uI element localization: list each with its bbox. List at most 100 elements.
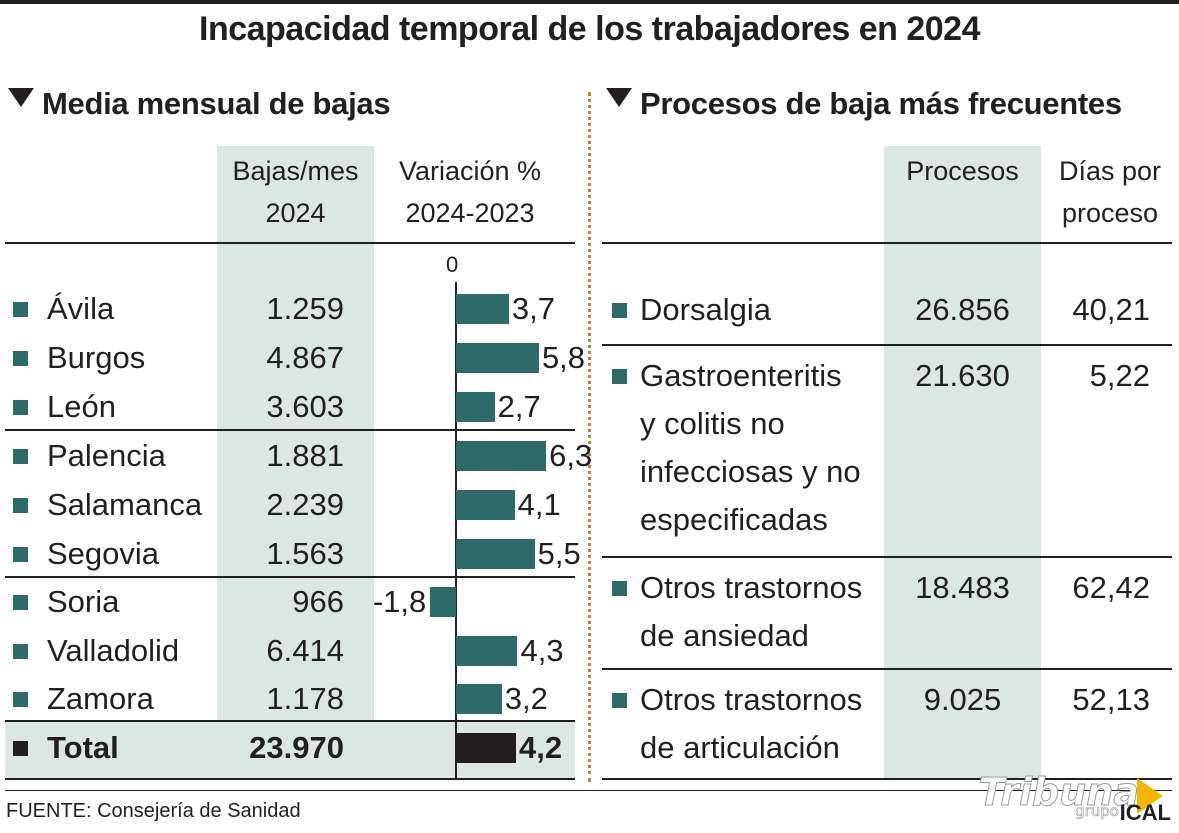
col-header-procesos-text: Procesos: [906, 156, 1019, 186]
left-bottom-rule: [5, 778, 575, 780]
right-rule-1: [602, 344, 1172, 346]
bajas-value: 23.970: [249, 730, 344, 765]
province-label: León: [47, 389, 116, 424]
dias-value: 40,21: [1072, 292, 1150, 327]
tribuna-logo-sub: grupo: [1075, 802, 1120, 821]
bajas-value: 6.414: [266, 633, 344, 668]
col-header-dias-line2: proceso: [1061, 198, 1159, 228]
right-header-rule: [602, 242, 1172, 244]
variation-value-label: 2,7: [497, 389, 541, 424]
table-row: Soria 966: [5, 579, 575, 625]
total-row: Total 23.970: [5, 725, 575, 771]
legend-square-icon: [13, 644, 28, 659]
legend-square-icon: [13, 595, 28, 610]
variation-bar: [456, 539, 535, 569]
variation-bar: [456, 441, 547, 471]
procesos-value: 9.025: [923, 682, 1002, 717]
process-label-line: Dorsalgia: [640, 292, 771, 327]
right-section-heading: Procesos de baja más frecuentes: [606, 86, 1122, 122]
variation-value-label: 3,2: [504, 681, 548, 716]
right-bottom-rule: [602, 778, 1172, 780]
axis-zero-label: 0: [446, 252, 459, 277]
table-row: Segovia 1.563: [5, 531, 575, 577]
legend-square-icon: [612, 303, 627, 318]
bajas-value: 3.603: [266, 389, 344, 424]
province-label: Ávila: [47, 291, 115, 326]
variation-value-label: 5,8: [541, 340, 586, 375]
bajas-value: 4.867: [266, 340, 344, 375]
table-row: Salamanca 2.239: [5, 482, 575, 528]
group-rule-3: [5, 720, 575, 722]
variation-bar: [456, 490, 515, 520]
process-label-line: infecciosas y no: [640, 454, 861, 489]
variation-bar: [430, 587, 456, 617]
tribuna-logo: Tribuna: [978, 770, 1139, 815]
right-rule-2: [602, 556, 1172, 558]
procesos-column-band: [884, 146, 1041, 778]
variation-value-label: 5,5: [537, 536, 581, 571]
col-header-variation-line2: 2024-2023: [405, 198, 535, 228]
total-variation-bar: [456, 733, 517, 763]
bajas-value: 1.178: [266, 681, 344, 716]
col-header-dias: Días por proceso: [1041, 150, 1179, 234]
variation-bar: [456, 343, 539, 373]
col-header-variation-line1: Variación %: [398, 156, 542, 186]
procesos-value: 26.856: [915, 292, 1010, 327]
variation-value-label: 6,3: [549, 438, 593, 473]
legend-square-icon: [13, 302, 28, 317]
province-label: Salamanca: [47, 487, 203, 522]
province-label: Valladolid: [47, 633, 180, 668]
province-label: Burgos: [47, 340, 146, 375]
process-label-line: Gastroenteritis: [640, 358, 842, 393]
right-heading-text: Procesos de baja más frecuentes: [640, 86, 1122, 121]
legend-square-icon: [13, 741, 28, 756]
legend-square-icon: [13, 498, 28, 513]
variation-bar: [456, 294, 509, 324]
legend-square-icon: [612, 693, 627, 708]
variation-bar: [456, 636, 518, 666]
legend-square-icon: [13, 547, 28, 562]
variation-value-label: 4,1: [517, 487, 561, 522]
bajas-value: 966: [292, 584, 344, 619]
variation-value-label: 3,7: [511, 291, 556, 326]
process-label-line: de articulación: [640, 730, 840, 765]
right-rule-3: [602, 668, 1172, 670]
process-label-line: Otros trastornos: [640, 682, 863, 717]
top-rule: [0, 0, 1179, 4]
table-row: Ávila 1.259: [5, 286, 575, 332]
table-row: Palencia 1.881: [5, 433, 575, 479]
procesos-value: 21.630: [915, 358, 1010, 393]
play-icon: [1137, 778, 1163, 814]
process-label-line: especificadas: [640, 502, 828, 537]
legend-square-icon: [612, 581, 627, 596]
process-label-line: y colitis no: [640, 406, 785, 441]
table-row: Burgos 4.867: [5, 335, 575, 381]
province-label: Soria: [47, 584, 120, 619]
zero-axis-line: [455, 282, 457, 778]
process-label-line: de ansiedad: [640, 618, 809, 653]
footer-rule: [5, 790, 1172, 791]
table-row: León 3.603: [5, 384, 575, 430]
province-label: Total: [47, 730, 119, 765]
process-label-line: Otros trastornos: [640, 570, 863, 605]
variation-value-label: 4,3: [520, 633, 564, 668]
agency-credit: ICAL: [1119, 800, 1171, 825]
chart-title: Incapacidad temporal de los trabajadores…: [199, 10, 980, 48]
legend-square-icon: [13, 692, 28, 707]
left-section-heading: Media mensual de bajas: [8, 86, 391, 122]
province-label: Palencia: [47, 438, 166, 473]
bajas-value: 1.563: [266, 536, 344, 571]
section-divider: [588, 92, 591, 782]
triangle-icon: [606, 88, 632, 108]
triangle-icon: [8, 88, 34, 108]
bajas-value: 1.259: [266, 291, 344, 326]
source-note: FUENTE: Consejería de Sanidad: [6, 800, 301, 822]
table-row: Valladolid 6.414: [5, 628, 575, 674]
legend-square-icon: [13, 400, 28, 415]
col-header-bajas: Bajas/mes 2024: [217, 150, 374, 234]
variation-bar: [456, 392, 495, 422]
variation-value-label: 4,2: [519, 730, 563, 765]
left-heading-text: Media mensual de bajas: [42, 86, 391, 121]
col-header-bajas-line1: Bajas/mes: [232, 156, 359, 186]
col-header-bajas-line2: 2024: [265, 198, 326, 228]
